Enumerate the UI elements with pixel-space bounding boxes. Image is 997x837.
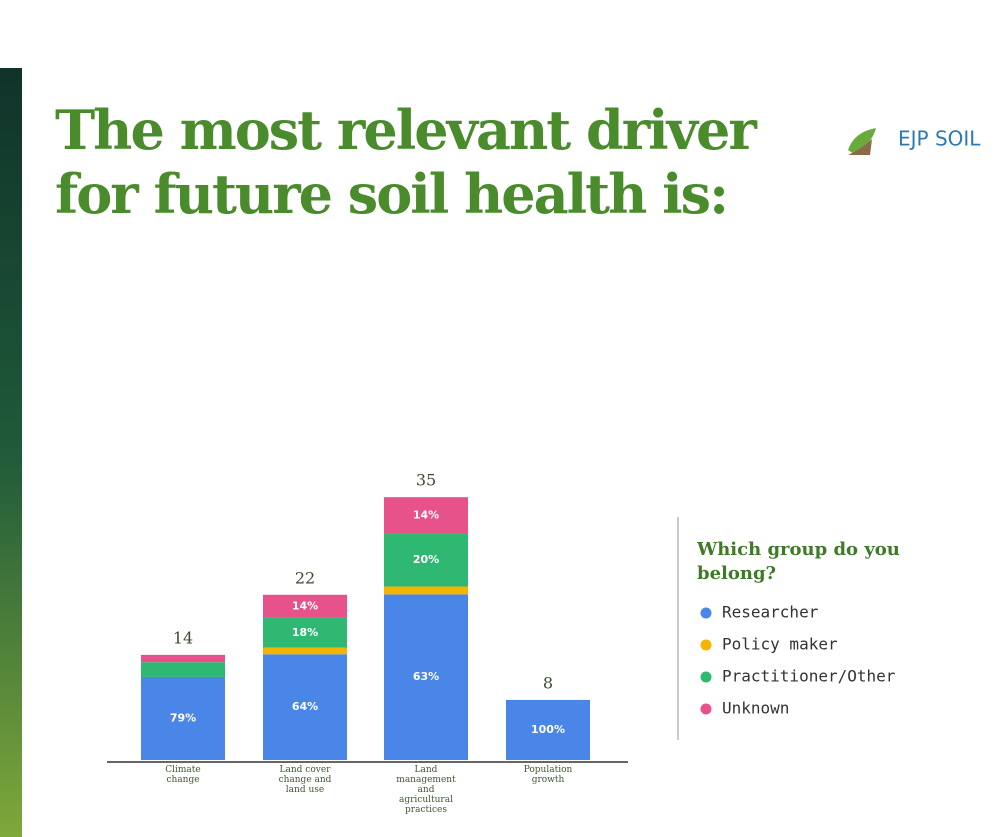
x-label-box: Population growth [523, 765, 573, 785]
x-tick-label: Population growth [523, 765, 573, 785]
bar-segment [141, 662, 225, 677]
x-tick-label: Land management and agricultural practic… [396, 765, 456, 815]
value-label: 18% [292, 626, 318, 639]
bar-segment [141, 676, 225, 760]
bar-segment [141, 654, 225, 663]
bar-segment [263, 647, 347, 655]
title-box: The most relevant driver for future soil… [55, 98, 757, 226]
x-tick-label: Climate change [165, 765, 201, 785]
x-tick-label: Land cover change and land use [278, 765, 332, 795]
logo-leaf [848, 128, 876, 154]
legend-marker [700, 639, 712, 651]
bar-segment [384, 497, 468, 534]
bar-segment [384, 533, 468, 587]
x-label-box: Land cover change and land use [278, 765, 332, 795]
bar-segment [384, 586, 468, 595]
bar-segment [263, 617, 347, 648]
total-label: 22 [295, 568, 315, 587]
legend-label: Researcher [722, 603, 819, 622]
value-label: 20% [413, 553, 439, 566]
legend-title-box: Which group do you belong? [697, 539, 900, 584]
value-label: 63% [413, 670, 439, 683]
logo-text: EJP SOIL [898, 127, 981, 151]
logo-leaf [848, 139, 872, 155]
chart-title: The most relevant driver for future soil… [55, 98, 757, 226]
side-strip [0, 68, 22, 837]
bar-segment [506, 699, 590, 760]
legend-marker [700, 671, 712, 683]
legend-marker [700, 607, 712, 619]
total-label: 14 [173, 628, 193, 647]
value-label: 14% [413, 509, 439, 522]
bar-segment [263, 594, 347, 618]
legend-label: Policy maker [722, 635, 838, 654]
bar-segment [263, 654, 347, 760]
legend-marker [700, 703, 712, 715]
bar-segment [384, 594, 468, 760]
legend-label: Unknown [722, 699, 789, 718]
x-label-box: Land management and agricultural practic… [396, 765, 456, 815]
value-label: 100% [531, 723, 565, 736]
value-label: 79% [170, 711, 196, 724]
x-label-box: Climate change [165, 765, 201, 785]
total-label: 35 [416, 471, 436, 490]
value-label: 64% [292, 700, 318, 713]
legend-label: Practitioner/Other [722, 667, 896, 686]
total-label: 8 [543, 673, 553, 692]
value-label: 14% [292, 599, 318, 612]
legend-title: Which group do you belong? [697, 539, 900, 584]
